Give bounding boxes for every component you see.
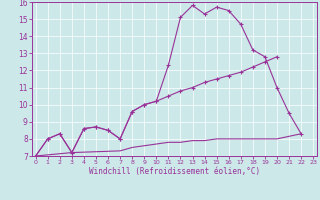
X-axis label: Windchill (Refroidissement éolien,°C): Windchill (Refroidissement éolien,°C) [89, 167, 260, 176]
